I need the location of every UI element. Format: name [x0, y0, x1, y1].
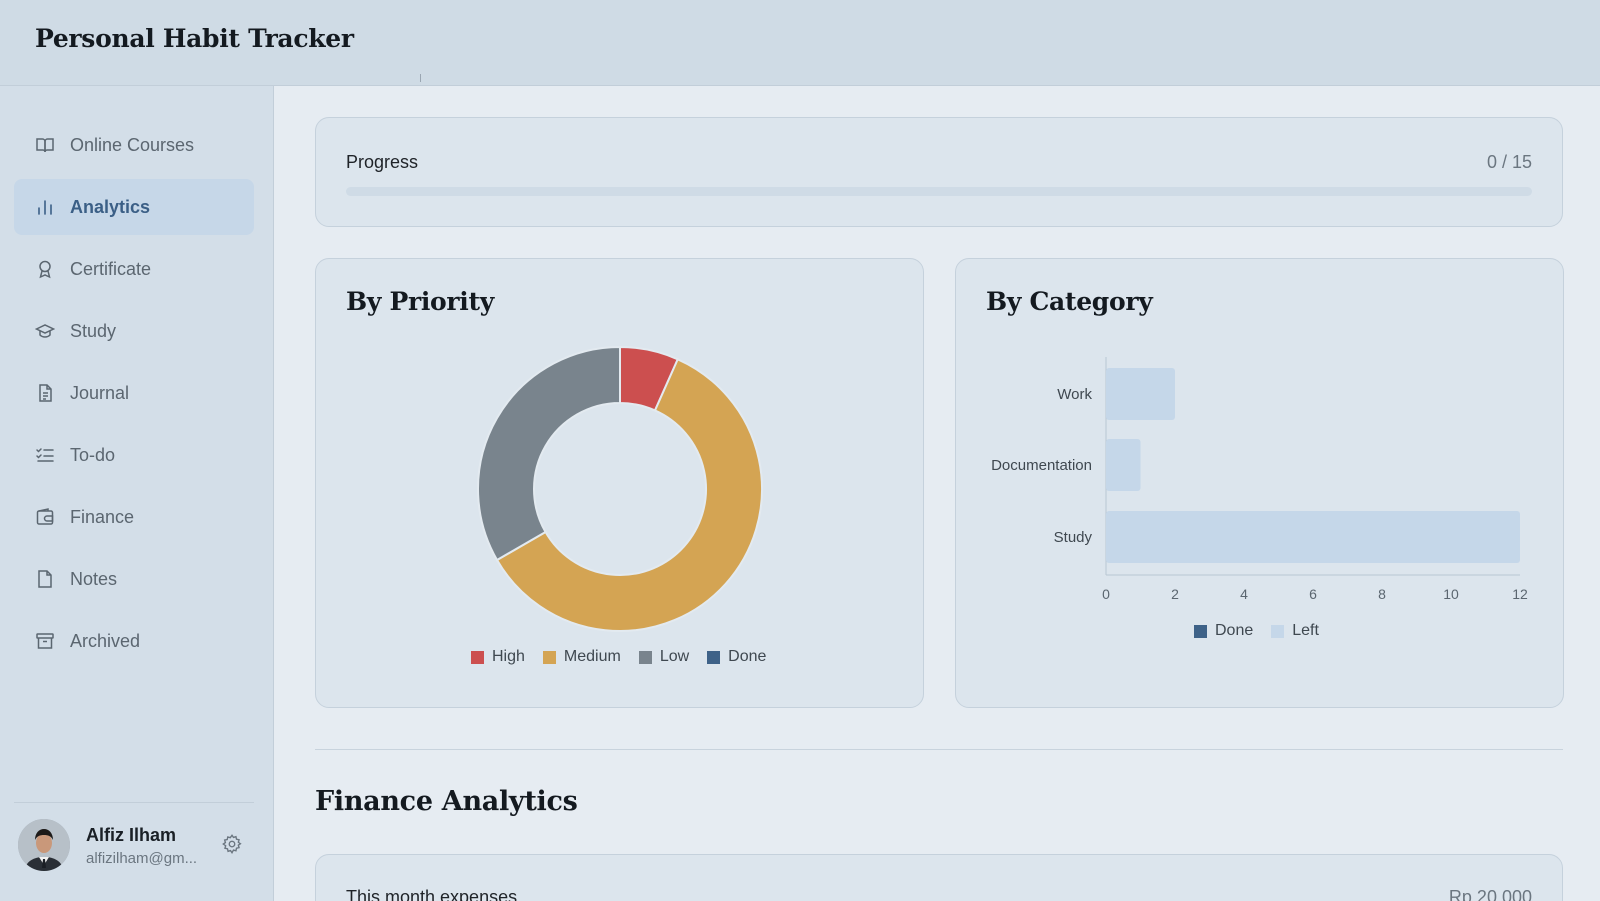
sidebar-item-analytics[interactable]: Analytics [14, 179, 254, 235]
gear-icon[interactable] [221, 833, 243, 855]
priority-chart-title: By Priority [346, 287, 494, 316]
file-text-icon [35, 383, 55, 403]
archive-icon [35, 631, 55, 651]
section-divider [315, 749, 1563, 750]
top-bar: Personal Habit Tracker [0, 0, 1600, 86]
user-profile[interactable]: Alfiz Ilham alfizilham@gm... [18, 819, 268, 879]
sidebar-item-label: To-do [70, 444, 116, 465]
x-tick-label: 4 [1240, 586, 1248, 602]
legend-label-medium: Medium [563, 648, 621, 665]
finance-section-title: Finance Analytics [315, 786, 578, 817]
category-chart-card: By Category Work Documentation Study 0 2 4 6 8 1… [955, 258, 1564, 708]
x-tick-label: 10 [1443, 586, 1459, 602]
progress-bar [346, 187, 1532, 196]
legend-swatch-done [707, 650, 721, 664]
sidebar-divider [14, 802, 254, 803]
legend-label-high: High [492, 648, 525, 665]
bar-work-left [1106, 368, 1175, 420]
legend-swatch-low [638, 650, 652, 664]
sidebar-item-label: Notes [70, 568, 118, 589]
legend-item-done[interactable]: Done [707, 648, 766, 666]
donut-slice-low [477, 345, 621, 562]
file-icon [35, 569, 55, 589]
sidebar-item-notes[interactable]: Notes [14, 551, 254, 607]
legend-swatch-medium [542, 650, 556, 664]
sidebar-item-archived[interactable]: Archived [14, 613, 254, 669]
legend-item-left[interactable]: Left [1271, 622, 1319, 640]
category-bar-chart: Work Documentation Study 0 2 4 6 8 10 12 [991, 357, 1528, 602]
bar-chart-icon [35, 197, 55, 217]
priority-chart-card: By Priority High Medium Low Done [315, 258, 924, 708]
legend-swatch-done [1194, 624, 1207, 638]
expenses-card: This month expenses Rp 20.000 [315, 854, 1563, 901]
sidebar-item-online-courses[interactable]: Online Courses [14, 117, 254, 173]
sidebar-item-journal[interactable]: Journal [14, 365, 254, 421]
priority-donut-chart [477, 345, 763, 632]
sidebar-item-label: Analytics [70, 196, 151, 217]
sidebar-item-label: Online Courses [70, 134, 195, 155]
graduation-cap-icon [35, 321, 55, 341]
app-title: Personal Habit Tracker [35, 24, 354, 53]
legend-item-done[interactable]: Done [1194, 622, 1253, 640]
sidebar-item-label: Archived [70, 630, 141, 651]
scrolled-content-fragment [420, 74, 426, 82]
sidebar-item-label: Certificate [70, 258, 152, 279]
progress-label: Progress [346, 152, 419, 172]
x-tick-label: 2 [1171, 586, 1179, 602]
legend-swatch-high [471, 650, 484, 664]
x-tick-label: 12 [1512, 586, 1528, 602]
sidebar-item-label: Finance [70, 506, 135, 527]
sidebar-item-certificate[interactable]: Certificate [14, 241, 254, 297]
sidebar-item-label: Study [70, 320, 117, 341]
bar-documentation-left [1106, 439, 1141, 491]
legend-item-high[interactable]: High [471, 648, 525, 666]
list-check-icon [35, 445, 55, 465]
donut-slice-medium [495, 357, 763, 632]
user-email: alfizilham@gm... [86, 850, 198, 867]
sidebar-item-label: Journal [70, 382, 130, 403]
x-tick-label: 6 [1309, 586, 1317, 602]
legend-label-left: Left [1292, 622, 1319, 639]
sidebar-item-finance[interactable]: Finance [14, 489, 254, 545]
category-legend: Done Left [1194, 622, 1319, 640]
user-name: Alfiz Ilham [86, 825, 177, 845]
book-open-icon [35, 135, 55, 155]
category-chart-title: By Category [986, 287, 1153, 316]
legend-label-low: Low [659, 648, 690, 665]
avatar[interactable] [18, 819, 70, 871]
sidebar-item-todo[interactable]: To-do [14, 427, 254, 483]
bar-study-left [1106, 511, 1520, 563]
legend-item-low[interactable]: Low [638, 648, 690, 666]
wallet-icon [35, 507, 55, 527]
sidebar-item-study[interactable]: Study [14, 303, 254, 359]
category-label-documentation: Documentation [991, 457, 1092, 474]
expenses-value: Rp 20.000 [1448, 887, 1532, 901]
x-tick-label: 0 [1102, 586, 1110, 602]
x-tick-label: 8 [1378, 586, 1386, 602]
category-label-study: Study [1054, 529, 1093, 546]
sidebar: Online Courses Analytics Certificate Stu… [0, 86, 274, 901]
legend-swatch-left [1271, 624, 1285, 638]
priority-legend: High Medium Low Done [471, 648, 766, 666]
legend-label-done: Done [728, 648, 767, 665]
award-icon [35, 259, 55, 279]
progress-card: Progress 0 / 15 [315, 117, 1563, 227]
category-label-work: Work [1057, 386, 1092, 403]
legend-label-done: Done [1215, 622, 1254, 639]
legend-item-medium[interactable]: Medium [542, 648, 621, 666]
progress-count: 0 / 15 [1486, 152, 1532, 172]
expenses-label: This month expenses [346, 887, 518, 901]
